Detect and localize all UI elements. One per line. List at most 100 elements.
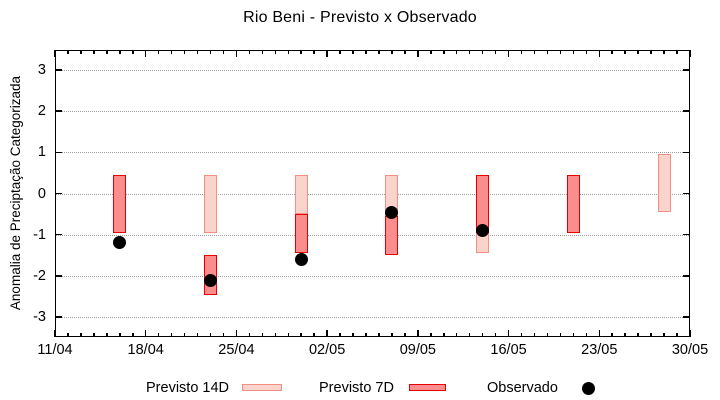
x-tick bbox=[637, 333, 639, 337]
x-tick bbox=[144, 330, 147, 337]
x-tick bbox=[481, 50, 484, 54]
x-tick bbox=[80, 333, 82, 337]
x-tick bbox=[157, 333, 160, 337]
x-tick bbox=[546, 50, 549, 54]
gridline bbox=[56, 152, 689, 154]
x-tick-label: 16/05 bbox=[490, 342, 527, 358]
y-tick-label: -3 bbox=[33, 309, 46, 326]
x-tick bbox=[209, 50, 212, 54]
x-tick bbox=[481, 333, 484, 337]
x-tick bbox=[170, 50, 173, 54]
y-tick bbox=[683, 192, 690, 195]
legend-swatch-previsto-14d bbox=[242, 384, 282, 391]
x-tick bbox=[67, 333, 69, 337]
x-tick bbox=[404, 50, 406, 54]
y-tick bbox=[683, 233, 690, 236]
y-tick bbox=[55, 275, 62, 277]
x-tick bbox=[559, 333, 562, 337]
x-tick bbox=[378, 50, 380, 54]
x-tick bbox=[287, 50, 289, 54]
x-tick bbox=[183, 333, 186, 337]
x-tick bbox=[196, 50, 199, 54]
x-tick bbox=[430, 333, 432, 337]
x-tick bbox=[248, 50, 251, 54]
x-tick bbox=[585, 50, 588, 54]
x-tick bbox=[352, 333, 354, 337]
x-tick bbox=[533, 333, 536, 337]
x-tick bbox=[468, 50, 471, 54]
x-tick bbox=[222, 333, 225, 337]
observado-point bbox=[476, 224, 490, 238]
x-tick bbox=[144, 50, 147, 57]
y-tick bbox=[55, 316, 62, 318]
x-tick bbox=[507, 50, 510, 57]
observado-point bbox=[113, 236, 127, 250]
gridline bbox=[56, 111, 689, 113]
y-tick bbox=[683, 110, 690, 112]
previsto-14d-bar bbox=[204, 174, 217, 233]
legend-label-observado: Observado bbox=[487, 380, 558, 396]
previsto-7d-bar bbox=[294, 214, 308, 254]
x-tick bbox=[339, 50, 341, 54]
x-tick bbox=[598, 50, 601, 57]
x-tick bbox=[598, 330, 601, 337]
gridline bbox=[56, 193, 689, 195]
x-tick bbox=[430, 50, 432, 54]
x-tick bbox=[624, 333, 626, 337]
x-tick bbox=[417, 50, 419, 57]
x-tick bbox=[650, 50, 652, 54]
x-tick bbox=[300, 50, 302, 54]
x-tick bbox=[80, 50, 82, 54]
observado-point bbox=[294, 252, 308, 266]
x-tick bbox=[274, 333, 277, 337]
x-tick bbox=[572, 333, 575, 337]
x-tick bbox=[378, 333, 380, 337]
x-tick bbox=[404, 333, 406, 337]
x-tick bbox=[67, 50, 69, 54]
x-tick bbox=[313, 333, 315, 337]
x-tick bbox=[287, 333, 289, 337]
y-tick-label: 0 bbox=[37, 185, 46, 202]
x-tick bbox=[455, 333, 458, 337]
legend-label-previsto-7d: Previsto 7D bbox=[319, 380, 394, 396]
x-tick bbox=[157, 50, 160, 54]
x-tick bbox=[391, 333, 393, 337]
y-tick bbox=[55, 233, 62, 236]
x-tick bbox=[365, 50, 367, 54]
y-tick bbox=[683, 316, 690, 318]
gridline bbox=[56, 317, 689, 319]
previsto-7d-bar bbox=[113, 174, 127, 233]
y-tick bbox=[55, 110, 62, 112]
x-tick-label: 11/04 bbox=[37, 342, 73, 358]
x-tick bbox=[54, 330, 56, 337]
legend-label-previsto-14d: Previsto 14D bbox=[146, 380, 230, 396]
x-tick bbox=[352, 50, 354, 54]
x-tick bbox=[93, 50, 95, 54]
y-tick bbox=[683, 151, 690, 153]
x-tick bbox=[132, 50, 134, 54]
y-tick-label: 3 bbox=[37, 61, 46, 78]
x-tick-label: 23/05 bbox=[581, 342, 618, 358]
x-tick bbox=[676, 50, 678, 54]
x-tick bbox=[170, 333, 173, 337]
x-tick bbox=[209, 333, 212, 337]
x-tick bbox=[417, 330, 419, 337]
x-tick-label: 25/04 bbox=[218, 342, 255, 358]
x-tick bbox=[494, 50, 497, 54]
observado-point bbox=[385, 205, 399, 219]
x-tick-label: 02/05 bbox=[308, 342, 346, 358]
x-tick bbox=[689, 330, 691, 337]
x-tick bbox=[520, 50, 523, 54]
chart-title: Rio Beni - Previsto x Observado bbox=[243, 9, 477, 26]
x-tick bbox=[443, 50, 445, 54]
x-tick bbox=[326, 50, 328, 57]
x-tick bbox=[546, 333, 549, 337]
x-tick bbox=[196, 333, 199, 337]
x-tick bbox=[132, 333, 134, 337]
x-tick bbox=[183, 50, 186, 54]
legend-observado-dot-icon bbox=[582, 382, 595, 395]
x-tick-label: 18/04 bbox=[127, 342, 164, 358]
x-tick-label: 09/05 bbox=[399, 342, 436, 358]
x-tick bbox=[663, 50, 665, 54]
x-tick bbox=[326, 330, 328, 337]
